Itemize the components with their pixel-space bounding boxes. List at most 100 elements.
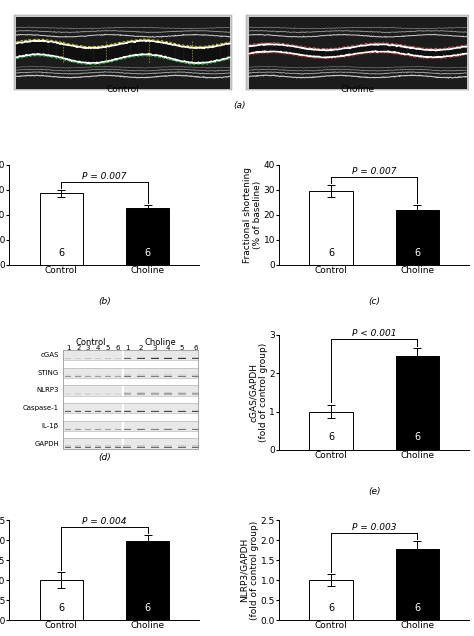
- Bar: [137, 357, 145, 359]
- Bar: [115, 410, 121, 411]
- Bar: [105, 375, 111, 377]
- Bar: [85, 445, 91, 446]
- Bar: [137, 445, 145, 446]
- Bar: [65, 357, 72, 358]
- Bar: [85, 429, 91, 430]
- Bar: [137, 392, 145, 394]
- Bar: [115, 357, 121, 358]
- Bar: [65, 375, 72, 377]
- Text: 6: 6: [328, 603, 334, 613]
- Bar: [164, 428, 173, 429]
- Bar: [151, 411, 159, 412]
- Bar: [75, 410, 81, 411]
- Bar: [164, 375, 173, 376]
- Bar: [123, 411, 131, 413]
- Bar: [164, 446, 173, 448]
- Bar: [178, 357, 186, 359]
- Y-axis label: NLRP3/GAPDH
(fold of control group): NLRP3/GAPDH (fold of control group): [240, 520, 259, 619]
- Bar: [105, 429, 111, 430]
- Bar: [137, 410, 145, 411]
- Bar: [65, 428, 72, 429]
- Bar: [123, 357, 131, 358]
- Bar: [65, 411, 72, 412]
- Bar: [85, 411, 91, 413]
- Bar: [65, 411, 72, 412]
- Bar: [137, 411, 145, 412]
- Bar: [137, 411, 145, 412]
- Bar: [95, 358, 101, 359]
- Bar: [105, 411, 111, 412]
- Bar: [137, 357, 145, 358]
- Bar: [151, 375, 159, 376]
- Bar: [95, 375, 101, 376]
- Bar: [191, 410, 200, 411]
- Bar: [137, 428, 145, 429]
- Bar: [85, 393, 91, 394]
- Bar: [85, 446, 91, 447]
- Y-axis label: Fractional shortening
(% of baseline): Fractional shortening (% of baseline): [243, 167, 262, 263]
- Bar: [151, 410, 159, 411]
- Bar: [178, 428, 186, 429]
- Bar: [164, 393, 173, 394]
- Bar: [164, 392, 173, 394]
- Bar: [123, 392, 131, 394]
- Bar: [115, 392, 121, 394]
- Bar: [105, 428, 111, 429]
- Bar: [65, 427, 72, 429]
- Bar: [137, 428, 145, 429]
- Bar: [191, 357, 200, 358]
- Bar: [137, 445, 145, 446]
- Bar: [95, 446, 101, 447]
- Bar: [85, 410, 91, 411]
- Bar: [95, 357, 101, 359]
- Bar: [65, 357, 72, 358]
- Bar: [137, 357, 145, 359]
- Bar: [65, 428, 72, 429]
- Bar: [115, 375, 121, 377]
- Text: P = 0.004: P = 0.004: [82, 517, 127, 526]
- Bar: [178, 357, 186, 358]
- Bar: [137, 357, 145, 358]
- Bar: [191, 393, 200, 394]
- Bar: [75, 429, 81, 430]
- Bar: [123, 446, 131, 447]
- Bar: [75, 392, 81, 393]
- Bar: [85, 428, 91, 429]
- Bar: [164, 428, 173, 429]
- Text: 6: 6: [58, 248, 64, 258]
- Bar: [85, 428, 91, 429]
- Bar: [151, 392, 159, 394]
- Bar: [75, 410, 81, 411]
- Bar: [137, 427, 145, 429]
- Bar: [164, 357, 173, 359]
- Text: 6: 6: [414, 603, 420, 613]
- Bar: [14, 15, 232, 90]
- Bar: [85, 357, 91, 358]
- Bar: [115, 392, 121, 394]
- Bar: [115, 375, 121, 376]
- Bar: [191, 375, 200, 377]
- Bar: [151, 427, 159, 429]
- Bar: [164, 375, 173, 377]
- Bar: [164, 394, 173, 395]
- Bar: [137, 358, 145, 359]
- Bar: [151, 446, 159, 448]
- Bar: [95, 357, 101, 359]
- Bar: [105, 392, 111, 394]
- Bar: [85, 445, 91, 446]
- Bar: [191, 394, 200, 395]
- Bar: [65, 446, 72, 448]
- Bar: [191, 411, 200, 412]
- Bar: [137, 410, 145, 411]
- Bar: [151, 445, 159, 446]
- Bar: [178, 392, 186, 393]
- Bar: [105, 411, 111, 413]
- Bar: [151, 446, 159, 448]
- Bar: [85, 411, 91, 412]
- Bar: [85, 393, 91, 394]
- Text: P = 0.007: P = 0.007: [82, 172, 127, 181]
- Bar: [75, 410, 81, 411]
- Bar: [115, 410, 121, 411]
- Bar: [178, 376, 186, 377]
- Bar: [115, 357, 121, 359]
